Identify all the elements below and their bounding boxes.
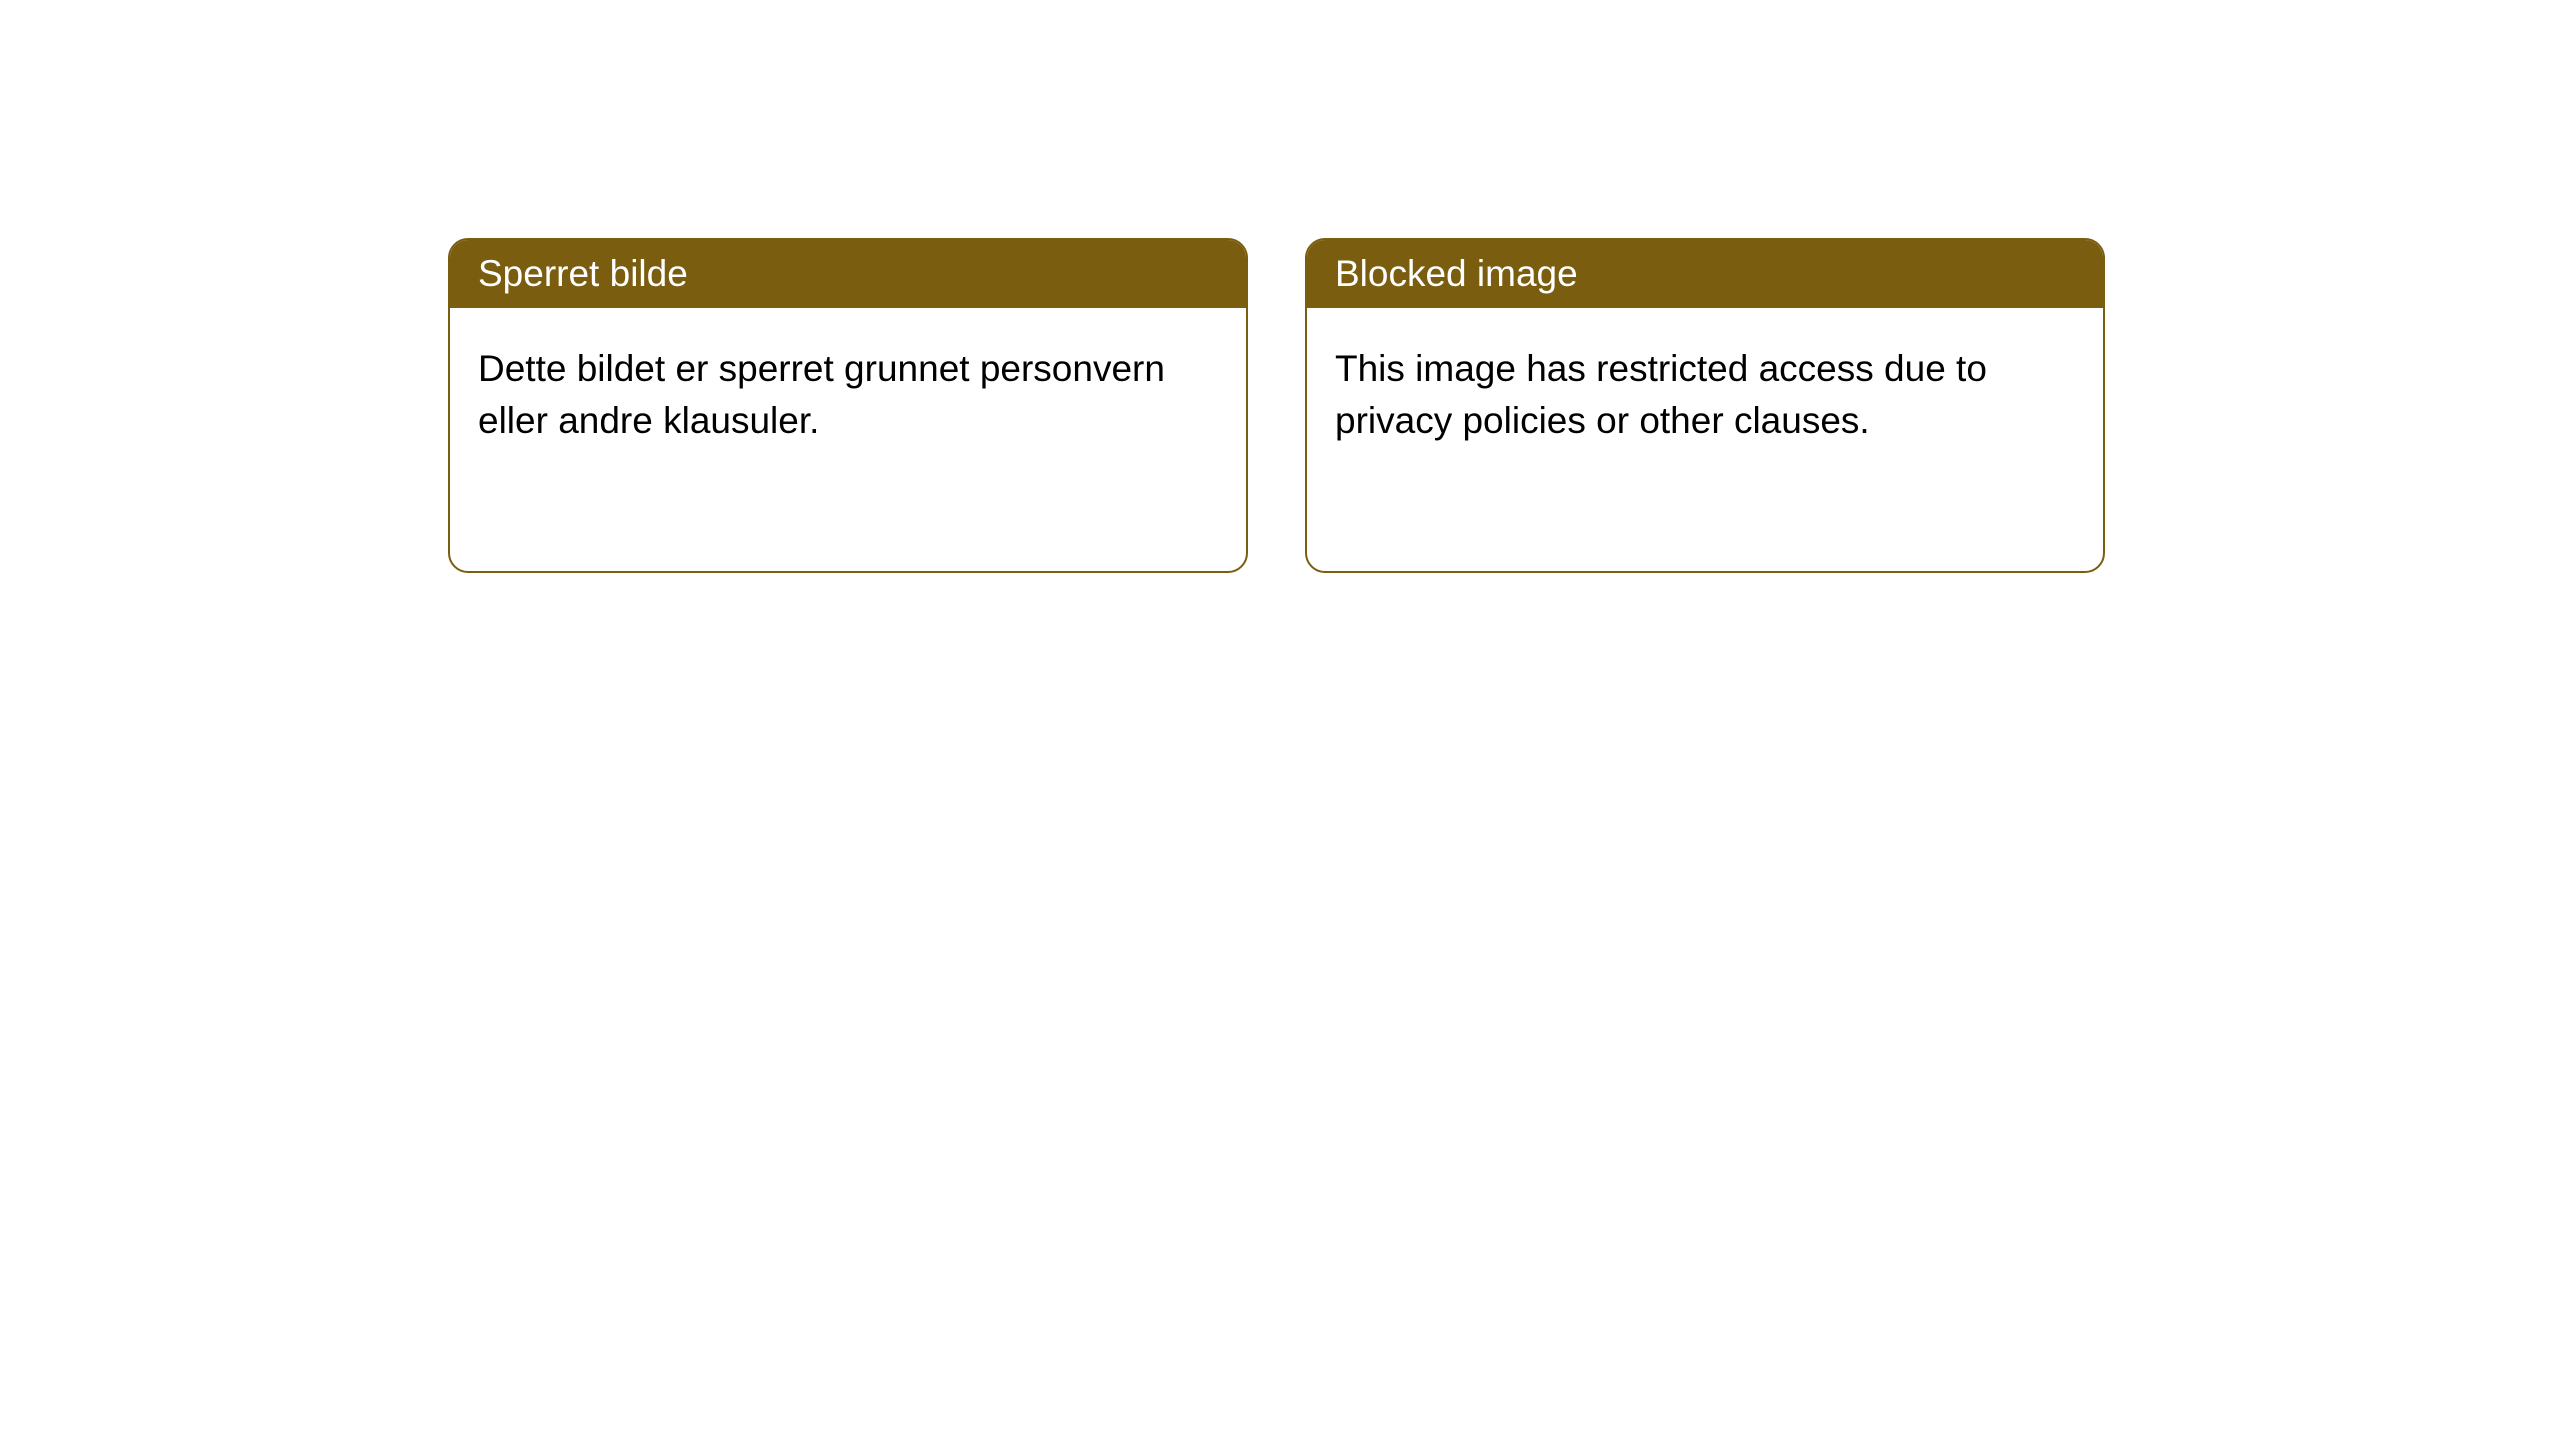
blocked-image-cards: Sperret bilde Dette bildet er sperret gr… [448,238,2105,573]
blocked-card-en: Blocked image This image has restricted … [1305,238,2105,573]
blocked-card-body-en: This image has restricted access due to … [1307,308,2103,482]
blocked-card-header-en: Blocked image [1307,240,2103,308]
blocked-card-body-no: Dette bildet er sperret grunnet personve… [450,308,1246,482]
blocked-card-header-no: Sperret bilde [450,240,1246,308]
blocked-card-no: Sperret bilde Dette bildet er sperret gr… [448,238,1248,573]
